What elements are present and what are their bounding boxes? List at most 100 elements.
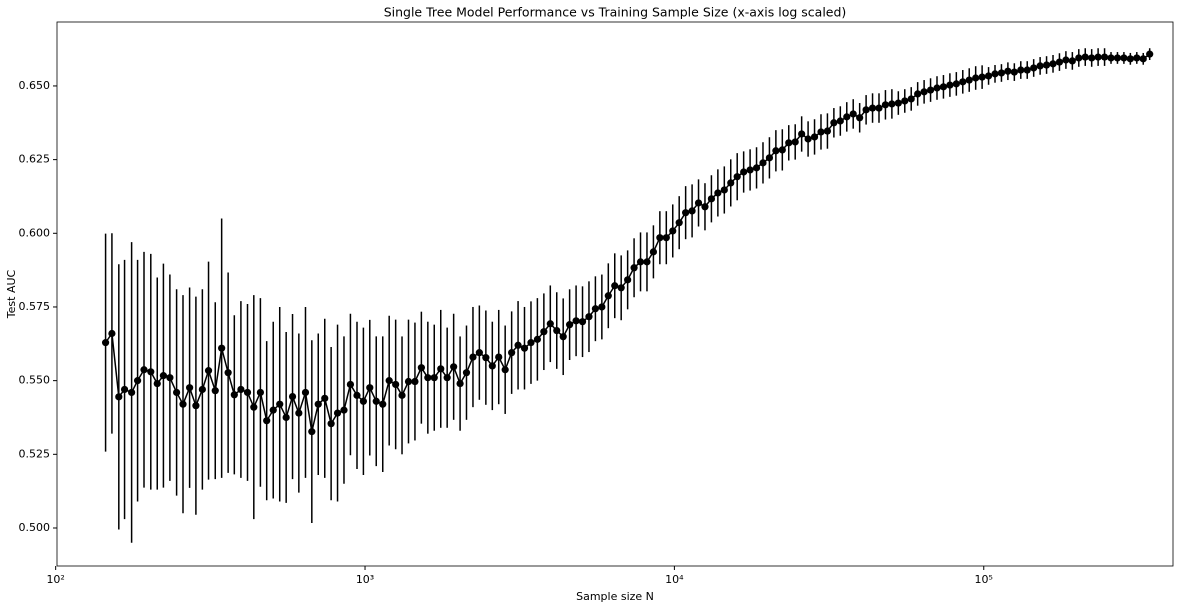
- data-point: [740, 168, 748, 176]
- x-tick-label: 10⁴: [665, 573, 684, 586]
- data-point: [778, 146, 786, 154]
- data-point: [204, 367, 213, 375]
- data-point: [688, 207, 696, 215]
- data-point: [173, 388, 181, 397]
- data-point: [1049, 60, 1057, 68]
- data-point: [894, 99, 902, 107]
- data-point: [120, 385, 129, 394]
- data-point: [675, 219, 683, 227]
- data-point: [133, 377, 142, 385]
- data-point: [1017, 66, 1025, 74]
- data-point: [101, 339, 110, 347]
- data-point: [785, 139, 793, 147]
- data-point: [649, 248, 658, 256]
- data-point: [456, 379, 464, 388]
- data-point: [501, 366, 509, 374]
- data-point: [108, 329, 116, 338]
- y-tick-label: 0.525: [19, 447, 51, 460]
- y-axis-label: Test AUC: [5, 269, 18, 319]
- data-point: [1100, 53, 1109, 61]
- data-point: [849, 110, 857, 118]
- data-point: [817, 128, 825, 136]
- data-point: [192, 402, 200, 410]
- data-point: [417, 364, 425, 372]
- data-point: [482, 354, 490, 362]
- data-point: [392, 380, 400, 389]
- data-point: [701, 203, 709, 211]
- data-point: [810, 133, 819, 141]
- data-point: [714, 189, 722, 197]
- data-point: [443, 374, 451, 382]
- data-point: [682, 209, 690, 217]
- data-point: [746, 166, 754, 174]
- data-point: [798, 130, 806, 138]
- data-point: [527, 339, 535, 347]
- data-point: [269, 406, 277, 414]
- data-point: [218, 344, 226, 352]
- data-point: [1062, 56, 1070, 64]
- data-point: [1139, 55, 1147, 63]
- plot-frame: [56, 21, 1174, 567]
- data-point: [520, 344, 529, 352]
- data-point: [1146, 50, 1154, 58]
- data-point: [1107, 54, 1115, 62]
- data-point: [997, 69, 1006, 77]
- data-point: [140, 366, 148, 374]
- data-point: [772, 147, 780, 155]
- data-point: [1030, 64, 1038, 72]
- data-point: [933, 84, 941, 92]
- data-point: [830, 119, 838, 127]
- data-point: [372, 397, 380, 405]
- y-tick-label: 0.550: [19, 374, 51, 387]
- data-point: [1088, 54, 1096, 62]
- data-point: [321, 394, 329, 402]
- data-point: [379, 400, 387, 408]
- data-point: [514, 341, 522, 349]
- data-point: [179, 400, 187, 408]
- data-point: [437, 365, 445, 373]
- y-tick-label: 0.650: [19, 79, 51, 92]
- data-point: [914, 90, 922, 98]
- data-point: [333, 409, 342, 417]
- data-point: [1081, 53, 1089, 61]
- data-point: [359, 397, 368, 405]
- y-tick-label: 0.600: [19, 226, 51, 239]
- data-point: [920, 88, 928, 96]
- data-point: [611, 282, 619, 290]
- data-point: [804, 135, 812, 143]
- data-point: [546, 320, 554, 328]
- data-point: [237, 385, 245, 394]
- data-point: [263, 417, 271, 425]
- data-point: [901, 97, 909, 105]
- data-point: [752, 164, 761, 172]
- data-point: [984, 72, 993, 80]
- data-point: [282, 413, 290, 422]
- data-point: [314, 400, 322, 408]
- chart-title: Single Tree Model Performance vs Trainin…: [384, 5, 847, 20]
- data-point: [1010, 68, 1018, 76]
- data-point: [572, 317, 580, 325]
- data-point: [907, 95, 915, 103]
- x-tick-label: 10⁵: [975, 573, 993, 586]
- data-point: [1075, 54, 1083, 62]
- data-point: [578, 318, 587, 326]
- data-point: [1126, 55, 1134, 63]
- data-point: [823, 127, 832, 135]
- data-point: [1055, 58, 1064, 66]
- y-tick-label: 0.575: [19, 300, 51, 313]
- data-point: [128, 388, 136, 397]
- data-point: [1120, 54, 1128, 62]
- data-point: [327, 420, 335, 428]
- data-point: [836, 117, 844, 125]
- data-point: [295, 409, 303, 417]
- data-point: [508, 349, 516, 357]
- data-point: [843, 113, 851, 121]
- data-point: [662, 234, 670, 242]
- data-point: [972, 74, 980, 82]
- data-point: [881, 101, 890, 109]
- data-point: [256, 388, 265, 397]
- data-point: [211, 387, 219, 395]
- data-point: [617, 284, 625, 292]
- data-point: [153, 379, 161, 388]
